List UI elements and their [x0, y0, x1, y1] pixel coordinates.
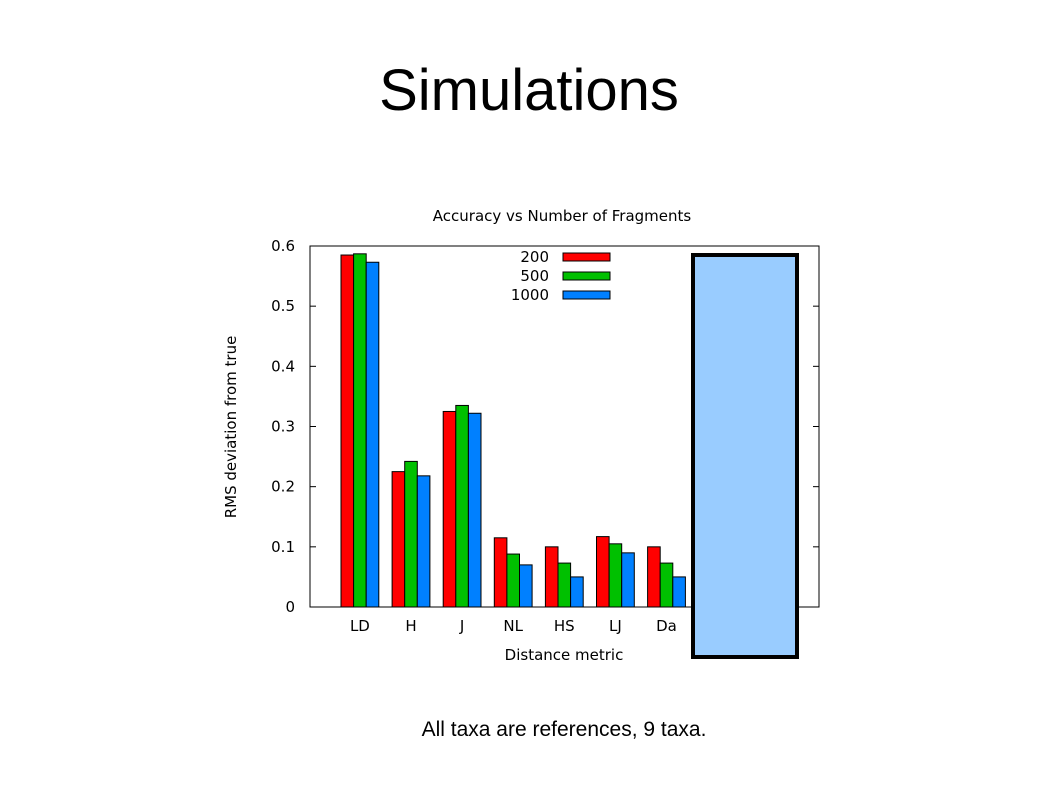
- bar-J-200: [442, 410, 457, 608]
- bar-J-500: [455, 404, 469, 608]
- y-tick-label: 0.2: [271, 478, 295, 496]
- bar-H-200: [391, 471, 406, 608]
- overlay-box: [691, 253, 799, 659]
- x-tick-label: HS: [554, 617, 575, 635]
- bar-H-1000: [416, 475, 431, 608]
- bar-J-1000: [467, 412, 482, 608]
- bar-LD-500: [353, 253, 367, 608]
- bar-LD-200: [340, 254, 355, 608]
- bar-LJ-200: [596, 536, 610, 608]
- y-axis: 0 0.1 0.2 0.3 0.4 0.5 0.6: [271, 237, 819, 616]
- bar-NL-1000: [519, 564, 533, 608]
- y-tick-label: 0.1: [271, 538, 295, 556]
- y-tick-label: 0: [285, 598, 295, 616]
- x-tick-label: LD: [350, 617, 370, 635]
- y-tick-label: 0.5: [271, 297, 295, 315]
- legend-label: 500: [520, 267, 549, 285]
- legend-swatch: [562, 290, 611, 300]
- bar-HS-500: [557, 562, 572, 608]
- x-tick-label: NL: [503, 617, 523, 635]
- legend-label: 1000: [511, 286, 549, 304]
- legend-swatch: [562, 252, 611, 262]
- bar-NL-200: [493, 537, 508, 608]
- y-tick-label: 0.3: [271, 418, 295, 436]
- bar-Da-1000: [672, 576, 686, 608]
- x-tick-label: LJ: [609, 617, 622, 635]
- bar-LJ-1000: [621, 552, 635, 608]
- x-tick-label: J: [459, 617, 464, 635]
- bar-HS-1000: [570, 576, 584, 608]
- legend-label: 200: [520, 248, 549, 266]
- x-tick-label: H: [405, 617, 416, 635]
- bars: [340, 253, 686, 608]
- bar-Da-200: [647, 546, 661, 608]
- bar-LJ-500: [608, 543, 623, 608]
- chart-title: Accuracy vs Number of Fragments: [433, 207, 692, 225]
- bar-HS-200: [544, 546, 559, 608]
- legend-swatch: [562, 271, 611, 281]
- slide-title: Simulations: [379, 58, 679, 123]
- x-axis-label: Distance metric: [505, 646, 624, 664]
- bar-NL-500: [506, 553, 520, 608]
- bar-Da-500: [659, 562, 674, 608]
- bar-H-500: [404, 460, 418, 608]
- x-tick-label: Da: [656, 617, 677, 635]
- y-axis-label: RMS deviation from true: [222, 336, 240, 519]
- bar-LD-1000: [365, 261, 380, 608]
- y-tick-label: 0.6: [271, 237, 295, 255]
- y-tick-label: 0.4: [271, 357, 295, 375]
- slide-caption: All taxa are references, 9 taxa.: [421, 718, 707, 741]
